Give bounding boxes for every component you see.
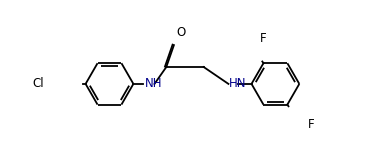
Text: O: O [176, 26, 186, 39]
Text: Cl: Cl [33, 77, 44, 90]
Text: F: F [308, 118, 315, 131]
Text: F: F [260, 32, 267, 45]
Text: HN: HN [229, 77, 247, 90]
Text: NH: NH [145, 77, 162, 90]
